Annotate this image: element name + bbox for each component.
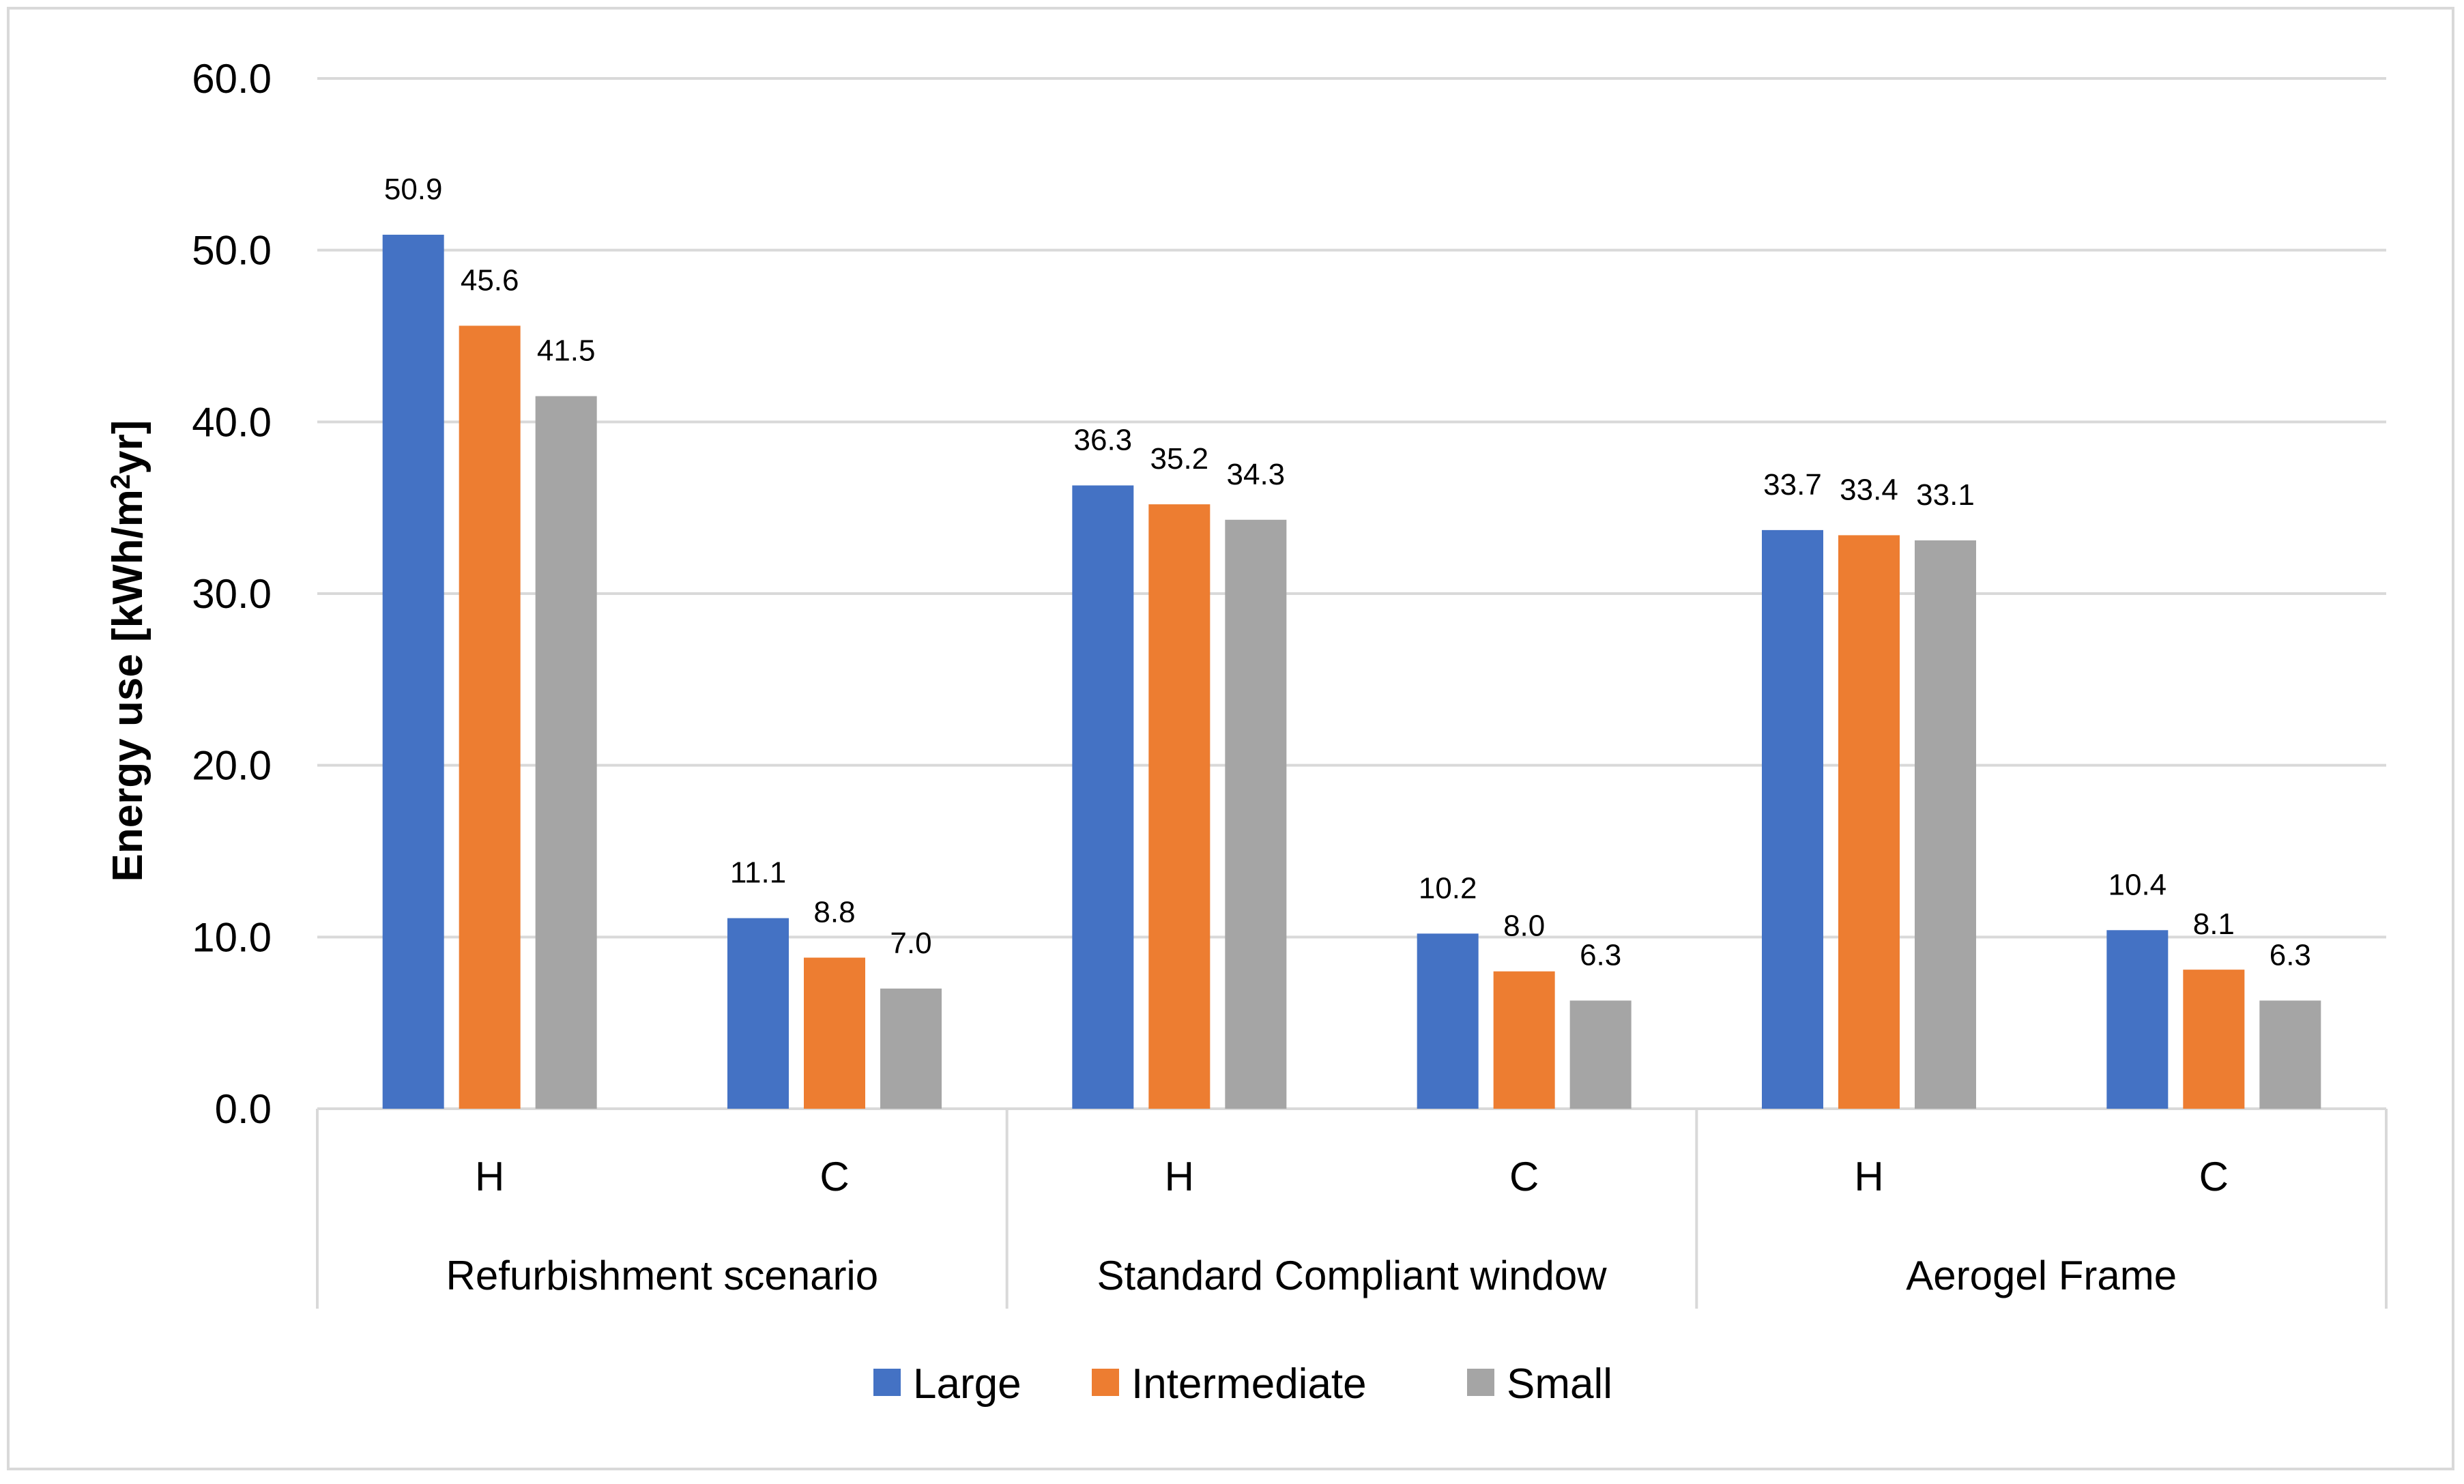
data-label: 36.3	[1074, 423, 1133, 456]
data-label: 34.3	[1227, 458, 1286, 491]
data-label: 41.5	[537, 334, 596, 368]
bar	[2183, 970, 2245, 1109]
y-axis-label: Energy use [kWh/m2yr]	[104, 420, 151, 882]
data-label: 33.7	[1763, 468, 1822, 501]
gridlines	[317, 77, 2386, 939]
bar	[2106, 930, 2169, 1109]
data-label: 10.4	[2108, 868, 2167, 901]
y-tick-label: 60.0	[192, 56, 272, 102]
data-label: 6.3	[1580, 938, 1621, 972]
bar	[1915, 540, 1976, 1109]
legend-label: Small	[1507, 1361, 1612, 1408]
group-label: Refurbishment scenario	[446, 1253, 879, 1298]
bar	[2259, 1000, 2321, 1109]
data-label: 33.4	[1840, 473, 1898, 506]
bars	[382, 235, 2321, 1109]
data-label: 45.6	[461, 263, 519, 297]
data-label: 8.1	[2193, 907, 2235, 941]
group-label: Aerogel Frame	[1906, 1253, 2177, 1298]
legend-label: Intermediate	[1131, 1361, 1367, 1408]
legend-swatch	[1092, 1369, 1119, 1396]
legend-swatch	[873, 1369, 901, 1396]
legend: Large Intermediate Small	[873, 1361, 1612, 1408]
bar	[880, 988, 942, 1109]
data-label: 35.2	[1150, 442, 1209, 476]
x-tick-label: C	[820, 1154, 849, 1199]
data-label: 50.9	[384, 173, 443, 206]
data-label: 7.0	[890, 927, 931, 960]
bar	[1417, 933, 1479, 1109]
data-label: 11.1	[730, 856, 786, 890]
data-label: 33.1	[1916, 478, 1975, 512]
bar	[1569, 1000, 1632, 1109]
y-tick-label: 40.0	[192, 399, 272, 445]
bar	[382, 235, 444, 1109]
data-label: 10.2	[1419, 871, 1477, 905]
y-tick-label: 0.0	[215, 1086, 272, 1132]
bar	[727, 918, 789, 1109]
x-tick-label: H	[1854, 1154, 1883, 1199]
bar	[535, 396, 597, 1109]
x-tick-label: C	[1509, 1154, 1539, 1199]
bar	[459, 325, 521, 1109]
group-label: Standard Compliant window	[1097, 1253, 1607, 1298]
bar	[1072, 485, 1134, 1109]
x-tick-label: H	[1165, 1154, 1194, 1199]
data-label: 8.0	[1503, 910, 1545, 943]
data-labels: 50.9 11.1 36.3 10.2 33.7 10.4 45.6 8.8 35.2 8.0 33…	[384, 173, 2311, 972]
y-tick-label: 50.0	[192, 228, 272, 274]
legend-swatch	[1467, 1369, 1494, 1396]
data-label: 6.3	[2270, 938, 2311, 972]
legend-label: Large	[913, 1361, 1021, 1408]
y-tick-label: 20.0	[192, 743, 272, 789]
bar	[1148, 504, 1211, 1109]
y-tick-label: 10.0	[192, 914, 272, 960]
axes: 0.0 10.0 20.0 30.0 40.0 50.0 60.0 H C H C H C Refurbi…	[192, 56, 2388, 1309]
bar	[804, 957, 865, 1109]
bar	[1225, 519, 1287, 1109]
x-tick-label: H	[475, 1154, 504, 1199]
y-tick-label: 30.0	[192, 571, 272, 617]
bar	[1493, 971, 1555, 1109]
data-label: 8.8	[813, 896, 855, 929]
x-tick-label: C	[2199, 1154, 2229, 1199]
bar	[1762, 529, 1823, 1109]
bar	[1838, 535, 1900, 1109]
